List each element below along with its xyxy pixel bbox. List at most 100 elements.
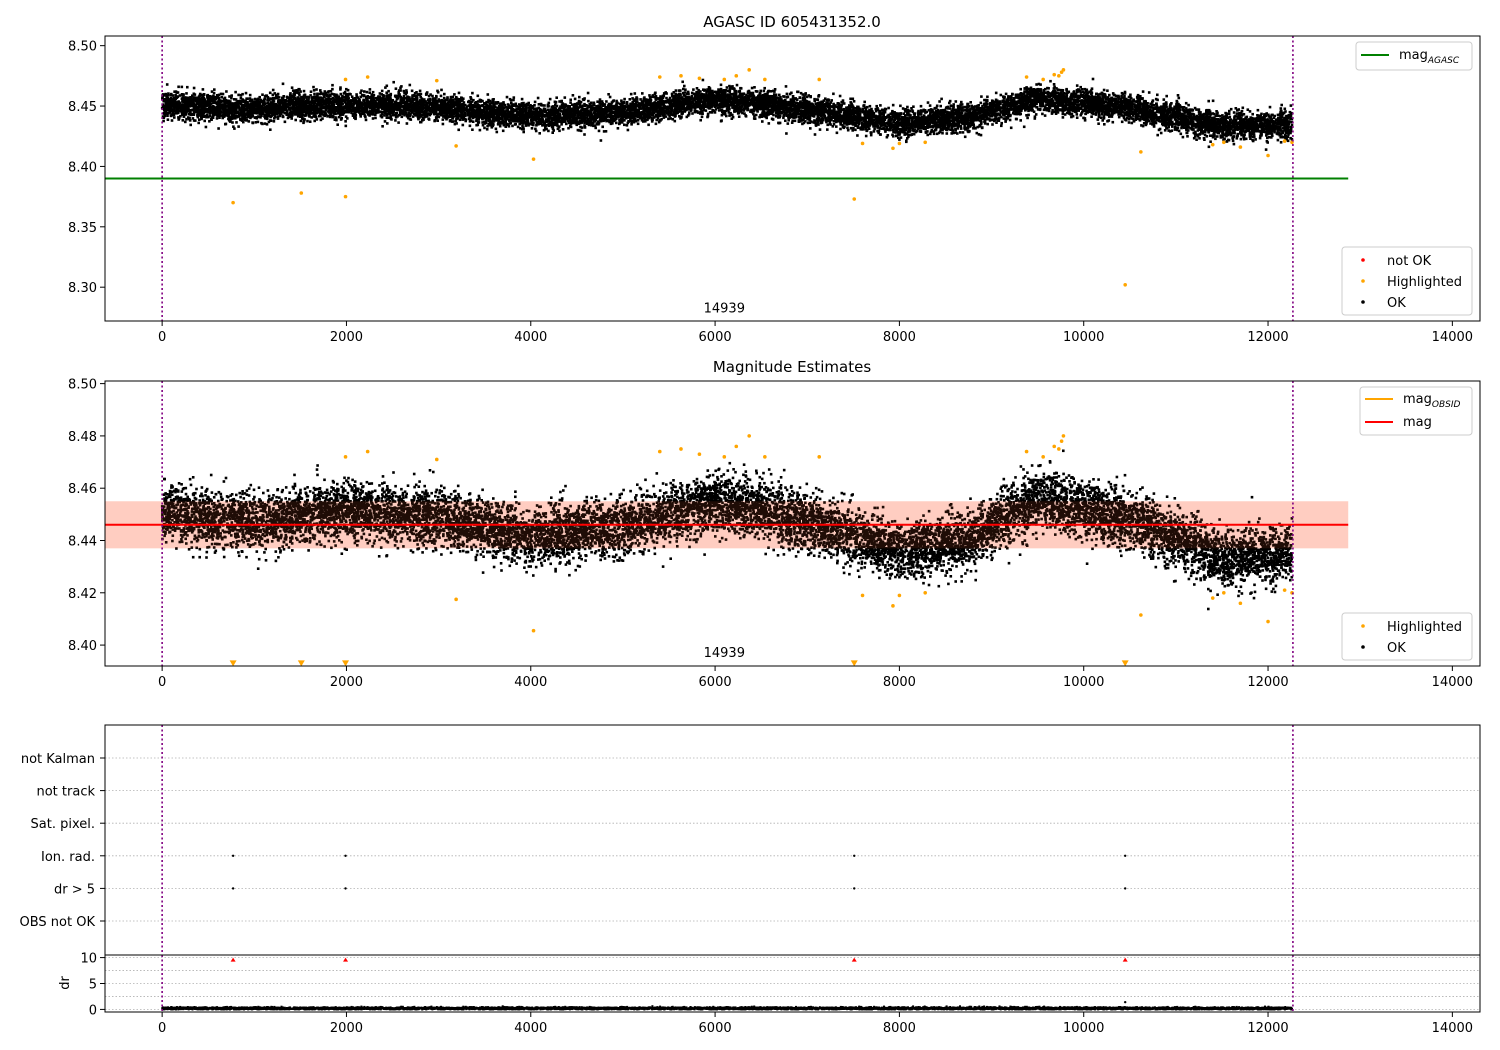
agasc-magnitude-panel: 14939 0 2000 4000 6000 8000 10000 12000 140008.…	[68, 13, 1481, 345]
ok-point	[681, 91, 685, 95]
ok-point	[422, 103, 425, 107]
ok-point	[769, 112, 772, 115]
ok-point	[1032, 110, 1036, 113]
ok-point	[1127, 95, 1131, 99]
ok-point	[267, 98, 271, 102]
ok-point	[1203, 138, 1206, 141]
ok-point	[875, 109, 878, 113]
ok-point	[385, 116, 389, 119]
ok-point	[1286, 135, 1290, 138]
ok-point	[308, 114, 311, 117]
ok-point	[793, 119, 797, 123]
ok-point	[185, 117, 188, 121]
ok-point	[898, 138, 901, 141]
ok-point	[266, 96, 270, 99]
ok-point	[848, 104, 851, 107]
ok-point	[1178, 104, 1182, 107]
ok-point	[910, 107, 913, 110]
ok-point	[929, 108, 933, 112]
ok-point	[547, 124, 551, 127]
ok-point	[1045, 103, 1049, 106]
ok-point	[801, 122, 804, 126]
ok-point	[716, 106, 720, 109]
ok-point	[278, 114, 281, 118]
ok-point	[1002, 104, 1005, 107]
ok-point	[1094, 113, 1098, 116]
ok-point	[758, 91, 762, 95]
ok-point	[1062, 92, 1066, 95]
ok-point	[177, 109, 181, 113]
ok-point	[563, 96, 567, 99]
ok-point	[1175, 120, 1178, 123]
ok-point	[400, 105, 403, 108]
ok-point	[371, 90, 375, 94]
ok-point	[731, 87, 734, 90]
ok-point	[573, 97, 577, 101]
ok-point	[774, 115, 778, 118]
ok-point	[487, 98, 490, 102]
ok-point	[817, 94, 821, 97]
ok-point	[966, 117, 970, 120]
ok-point	[658, 111, 662, 115]
ok-point	[509, 106, 513, 110]
ok-point	[234, 90, 237, 94]
ok-point	[1209, 140, 1212, 143]
ok-point	[247, 120, 251, 123]
ok-point	[1187, 124, 1190, 127]
ok-point	[451, 95, 455, 99]
ok-point	[1255, 122, 1258, 126]
ok-point	[209, 102, 213, 105]
ok-point	[938, 100, 941, 103]
ok-point	[1133, 100, 1137, 103]
ok-point	[290, 86, 294, 89]
ok-point	[227, 99, 230, 103]
ok-point	[548, 97, 552, 101]
ok-point	[478, 98, 482, 102]
ok-point	[785, 132, 788, 135]
ok-point	[327, 107, 330, 110]
ok-point	[654, 115, 657, 118]
ok-point	[325, 107, 328, 110]
ok-point	[315, 88, 318, 91]
ok-point	[887, 113, 890, 117]
ok-point	[767, 100, 770, 104]
ok-point	[272, 100, 276, 103]
ok-point	[1060, 91, 1063, 95]
ok-point	[192, 107, 196, 110]
ok-point	[922, 108, 925, 112]
ok-point	[527, 124, 530, 127]
ok-point	[1219, 114, 1222, 118]
ok-point	[1050, 93, 1053, 97]
ok-point	[1177, 96, 1181, 100]
ok-point	[1163, 129, 1167, 132]
ok-point	[1005, 112, 1008, 115]
ok-point	[380, 89, 384, 93]
ok-point	[1258, 136, 1262, 140]
ok-point	[818, 101, 821, 104]
ok-point	[784, 85, 788, 88]
ok-point	[635, 96, 638, 99]
ok-point	[210, 90, 214, 93]
ok-point	[628, 98, 632, 101]
ok-point	[308, 120, 312, 123]
ok-point	[337, 115, 341, 119]
ok-point	[402, 94, 406, 98]
ok-point	[957, 123, 960, 126]
ok-point	[610, 103, 613, 106]
ok-point	[1170, 120, 1174, 124]
ok-point	[1184, 101, 1188, 105]
ok-point	[1124, 99, 1128, 102]
ok-point	[943, 125, 947, 129]
ok-point	[302, 121, 305, 125]
ok-point	[1129, 93, 1132, 97]
ok-point	[203, 119, 206, 123]
ok-point	[919, 104, 923, 108]
ok-point	[404, 92, 408, 96]
ok-point	[567, 112, 570, 115]
ok-point	[313, 92, 316, 96]
ok-point	[274, 115, 277, 119]
ok-point	[177, 85, 180, 89]
ok-point	[1142, 122, 1146, 125]
ok-point	[254, 121, 258, 124]
ok-point	[522, 127, 525, 131]
